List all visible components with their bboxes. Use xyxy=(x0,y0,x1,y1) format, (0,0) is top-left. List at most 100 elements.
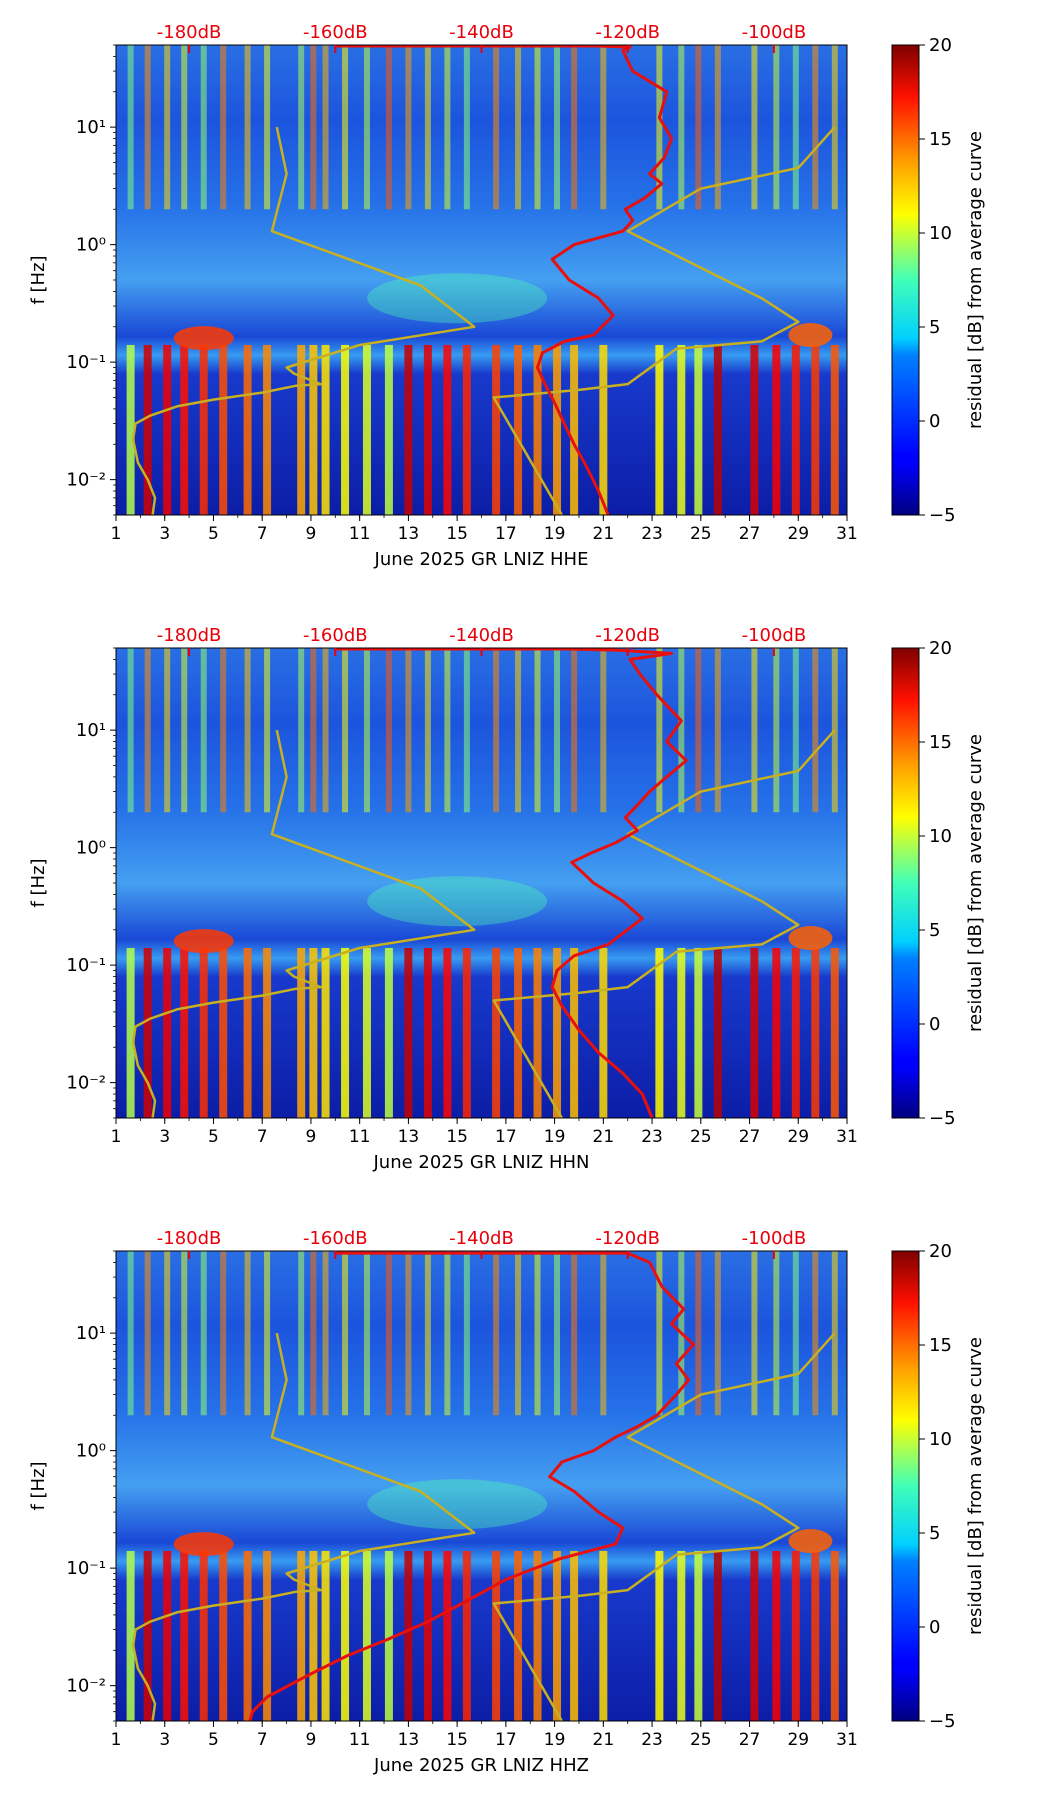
x-tick-label: 23 xyxy=(641,1730,663,1750)
transient-stripe-high xyxy=(463,45,470,210)
colorbar-tick-label: 5 xyxy=(929,920,940,941)
db-tick-label: -140dB xyxy=(449,625,514,646)
x-tick-label: 9 xyxy=(306,524,317,544)
transient-stripe xyxy=(772,947,781,1118)
transient-stripe-high xyxy=(298,45,305,210)
colorbar-tick-label: −5 xyxy=(929,1108,956,1129)
transient-stripe-high xyxy=(678,648,685,813)
transient-stripe-high xyxy=(534,45,541,210)
transient-stripe xyxy=(443,1550,452,1721)
transient-stripe-high xyxy=(714,45,721,210)
colorbar-tick-label: 0 xyxy=(929,1617,940,1638)
transient-stripe-high xyxy=(127,648,134,813)
transient-stripe xyxy=(811,1550,820,1721)
transient-stripe xyxy=(570,344,579,515)
x-tick-label: 9 xyxy=(306,1127,317,1147)
x-tick-label: 13 xyxy=(398,1127,420,1147)
transient-stripe xyxy=(677,947,686,1118)
transient-stripe-high xyxy=(144,1251,151,1416)
transient-stripe-high xyxy=(144,648,151,813)
x-tick-label: 11 xyxy=(349,1127,371,1147)
x-tick-label: 5 xyxy=(208,524,219,544)
transient-stripe xyxy=(655,947,664,1118)
x-tick-label: 31 xyxy=(836,1127,858,1147)
transient-stripe xyxy=(219,344,228,515)
x-axis-label: June 2025 GR LNIZ HHN xyxy=(372,1152,589,1173)
transient-stripe xyxy=(126,1550,135,1721)
x-tick-label: 31 xyxy=(836,1730,858,1750)
transient-stripe-high xyxy=(322,45,329,210)
transient-stripe xyxy=(404,344,413,515)
transient-stripe-high xyxy=(363,45,370,210)
transient-stripe-high xyxy=(310,45,317,210)
colorbar-tick-label: 0 xyxy=(929,1014,940,1035)
x-tick-label: 15 xyxy=(446,524,468,544)
transient-stripe xyxy=(655,1550,664,1721)
transient-stripe-high xyxy=(444,45,451,210)
transient-stripe-high xyxy=(714,648,721,813)
transient-stripe xyxy=(533,344,542,515)
transient-stripe-high xyxy=(812,45,819,210)
x-tick-label: 21 xyxy=(593,1127,615,1147)
transient-stripe xyxy=(533,947,542,1118)
transient-stripe xyxy=(297,1550,306,1721)
transient-stripe xyxy=(321,344,330,515)
transient-stripe xyxy=(199,1550,208,1721)
transient-stripe xyxy=(791,947,800,1118)
transient-stripe-high xyxy=(322,1251,329,1416)
transient-stripe-high xyxy=(695,1251,702,1416)
transient-stripe xyxy=(297,947,306,1118)
y-tick-label: 10⁻² xyxy=(66,1676,106,1697)
transient-stripe-high xyxy=(342,1251,349,1416)
transient-stripe xyxy=(791,1550,800,1721)
db-tick-label: -160dB xyxy=(303,1228,368,1249)
transient-stripe-high xyxy=(695,45,702,210)
x-tick-label: 5 xyxy=(208,1127,219,1147)
transient-stripe-high xyxy=(298,1251,305,1416)
spectrogram xyxy=(116,648,847,1118)
x-tick-label: 17 xyxy=(495,524,517,544)
transient-stripe xyxy=(423,344,432,515)
colorbar-tick-label: 15 xyxy=(929,732,952,753)
y-tick-label: 10⁰ xyxy=(76,235,106,256)
transient-stripe xyxy=(126,344,135,515)
x-tick-label: 29 xyxy=(787,1730,809,1750)
x-tick-label: 23 xyxy=(641,524,663,544)
transient-stripe-high xyxy=(571,648,578,813)
noise-model-line xyxy=(131,126,476,515)
transient-stripe-high xyxy=(220,45,227,210)
transient-stripe xyxy=(599,947,608,1118)
transient-stripe xyxy=(750,1550,759,1721)
colorbar-tick-label: 20 xyxy=(929,35,952,56)
transient-stripe xyxy=(713,947,722,1118)
transient-stripe xyxy=(462,344,471,515)
db-tick-label: -100dB xyxy=(742,22,807,43)
transient-stripe xyxy=(199,947,208,1118)
transient-stripe-high xyxy=(792,648,799,813)
transient-stripe xyxy=(143,1550,152,1721)
colorbar-tick-label: 5 xyxy=(929,1523,940,1544)
transient-stripe xyxy=(443,947,452,1118)
transient-stripe-high xyxy=(363,648,370,813)
transient-stripe-high xyxy=(554,45,561,210)
y-tick-label: 10¹ xyxy=(76,117,106,138)
transient-stripe-high xyxy=(600,1251,607,1416)
transient-stripe xyxy=(126,947,135,1118)
colorbar-tick-label: 10 xyxy=(929,826,952,847)
transient-stripe xyxy=(243,947,252,1118)
transient-stripe-high xyxy=(571,1251,578,1416)
transient-stripe xyxy=(811,947,820,1118)
transient-stripe-high xyxy=(812,1251,819,1416)
db-tick-label: -140dB xyxy=(449,22,514,43)
transient-stripe xyxy=(553,947,562,1118)
db-tick-label: -140dB xyxy=(449,1228,514,1249)
x-tick-label: 13 xyxy=(398,524,420,544)
transient-stripe xyxy=(492,1550,501,1721)
x-tick-label: 19 xyxy=(544,524,566,544)
transient-stripe-high xyxy=(385,1251,392,1416)
microseism-blob xyxy=(788,1529,833,1554)
colorbar-tick-label: 5 xyxy=(929,317,940,338)
transient-stripe xyxy=(243,344,252,515)
